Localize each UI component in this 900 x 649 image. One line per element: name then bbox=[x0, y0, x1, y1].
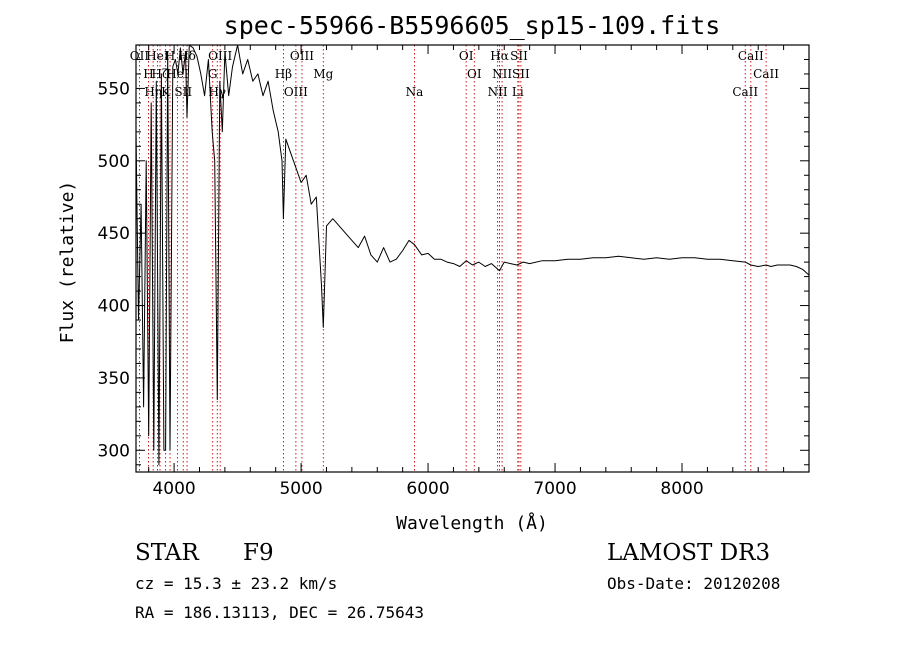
line-label-15: OIII bbox=[290, 49, 314, 63]
y-axis-label: Flux (relative) bbox=[57, 181, 78, 344]
line-label-0: OII bbox=[130, 49, 150, 63]
x-axis-label: Wavelength (Å) bbox=[396, 512, 548, 534]
x-tick-label-4000: 4000 bbox=[152, 479, 195, 499]
line-label-18: OI bbox=[459, 49, 474, 63]
x-tick-label-8000: 8000 bbox=[660, 479, 703, 499]
line-label-7: HeI bbox=[166, 67, 189, 81]
line-label-25: SII bbox=[512, 67, 530, 81]
line-label-2: Hη bbox=[144, 85, 162, 99]
line-label-3: HeI bbox=[146, 49, 169, 63]
line-label-20: NII bbox=[488, 85, 508, 99]
line-label-11: Hγ bbox=[208, 85, 226, 99]
line-label-21: Hα bbox=[490, 49, 509, 63]
line-label-8: SII bbox=[174, 85, 192, 99]
y-tick-label-500: 500 bbox=[98, 152, 130, 172]
line-label-17: Na bbox=[406, 85, 424, 99]
line-label-10: G bbox=[208, 67, 218, 81]
plot-frame bbox=[135, 44, 810, 473]
line-label-6: H bbox=[165, 49, 175, 63]
line-label-28: CaII bbox=[753, 67, 779, 81]
line-label-16: Mg bbox=[313, 67, 333, 81]
y-tick-label-550: 550 bbox=[98, 79, 130, 99]
redshift-velocity: cz = 15.3 ± 23.2 km/s bbox=[135, 574, 338, 593]
line-label-19: OI bbox=[467, 67, 482, 81]
observation-date: Obs-Date: 20120208 bbox=[607, 574, 781, 593]
y-tick-label-300: 300 bbox=[98, 441, 130, 461]
line-label-4: Hζ bbox=[152, 67, 169, 81]
line-label-24: SII bbox=[510, 49, 528, 63]
line-label-9: Hδ bbox=[178, 49, 196, 63]
y-tick-label-400: 400 bbox=[98, 297, 130, 317]
line-label-26: CaII bbox=[732, 85, 758, 99]
x-tick-label-6000: 6000 bbox=[406, 479, 449, 499]
line-label-27: CaII bbox=[738, 49, 764, 63]
x-tick-label-7000: 7000 bbox=[533, 479, 576, 499]
spectrum-series bbox=[135, 44, 810, 466]
line-label-22: NII bbox=[492, 67, 512, 81]
object-subclass: F9 bbox=[243, 540, 274, 566]
survey-name: LAMOST DR3 bbox=[607, 540, 771, 566]
object-class: STAR bbox=[135, 540, 199, 566]
y-tick-label-450: 450 bbox=[98, 224, 130, 244]
line-label-14: OIII bbox=[284, 85, 308, 99]
y-tick-label-350: 350 bbox=[98, 369, 130, 389]
line-label-13: Hβ bbox=[275, 67, 292, 81]
x-tick-label-5000: 5000 bbox=[279, 479, 322, 499]
line-label-12: OIII bbox=[208, 49, 232, 63]
sky-coordinates: RA = 186.13113, DEC = 26.75643 bbox=[135, 603, 424, 622]
line-label-5: K bbox=[161, 85, 171, 99]
line-label-23: Li bbox=[512, 85, 524, 99]
line-label-1: H bbox=[143, 67, 153, 81]
chart-title: spec-55966-B5596605_sp15-109.fits bbox=[224, 11, 721, 40]
